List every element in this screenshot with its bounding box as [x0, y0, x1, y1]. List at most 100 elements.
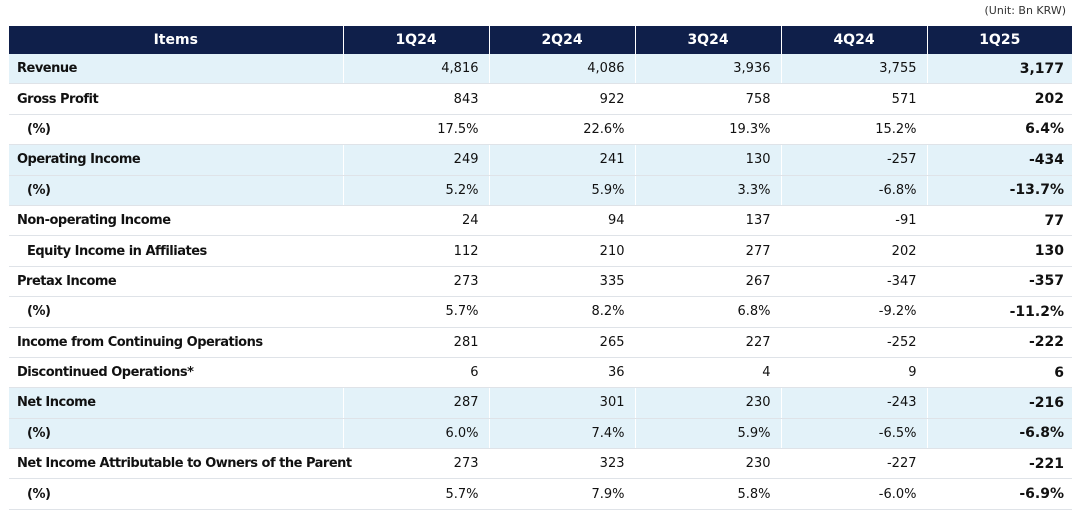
cell-4q24: -6.5% [780, 418, 927, 450]
income-statement-table: Items 1Q24 2Q24 3Q24 4Q24 1Q25 Revenue 4,… [9, 26, 1072, 510]
cell-4q24: -91 [780, 205, 927, 237]
cell-2q24: 7.9% [488, 478, 635, 510]
cell-4q24: -257 [780, 144, 927, 176]
cell-2q24: 8.2% [488, 296, 635, 328]
cell-4q24: 9 [780, 357, 927, 389]
header-3q24: 3Q24 [634, 26, 781, 54]
table-row: Net Income 287 301 230 -243 -216 [9, 387, 1072, 419]
row-label: Revenue [9, 54, 343, 85]
cell-3q24: 5.8% [634, 478, 781, 510]
cell-1q24: 6 [342, 357, 489, 389]
cell-1q25: -216 [926, 387, 1072, 419]
cell-1q25: 6 [926, 357, 1072, 389]
row-label: Non-operating Income [9, 205, 343, 237]
table-row: (%) 5.7% 7.9% 5.8% -6.0% -6.9% [9, 478, 1072, 510]
cell-4q24: 15.2% [780, 114, 927, 146]
cell-2q24: 241 [488, 144, 635, 176]
row-label: Equity Income in Affiliates [9, 235, 343, 267]
row-label: (%) [9, 114, 343, 146]
cell-4q24: -6.0% [780, 478, 927, 510]
row-label: (%) [9, 478, 343, 510]
cell-1q24: 4,816 [342, 54, 489, 85]
table-row: Equity Income in Affiliates 112 210 277 202 1… [9, 235, 1072, 267]
cell-3q24: 5.9% [634, 418, 781, 450]
cell-2q24: 210 [488, 235, 635, 267]
cell-2q24: 323 [488, 448, 635, 480]
table-row: Income from Continuing Operations 281 265 2… [9, 327, 1072, 358]
cell-1q24: 281 [342, 327, 489, 358]
cell-1q25: -357 [926, 266, 1072, 298]
cell-3q24: 3.3% [634, 175, 781, 206]
cell-1q25: -434 [926, 144, 1072, 176]
table-row: Non-operating Income 24 94 137 -91 77 [9, 205, 1072, 237]
header-1q25: 1Q25 [926, 26, 1072, 54]
cell-2q24: 265 [488, 327, 635, 358]
table-row: (%) 17.5% 22.6% 19.3% 15.2% 6.4% [9, 114, 1072, 146]
header-1q24: 1Q24 [342, 26, 489, 54]
row-label: Net Income Attributable to Owners of the… [9, 448, 352, 480]
cell-1q24: 17.5% [342, 114, 489, 146]
cell-3q24: 267 [634, 266, 781, 298]
cell-2q24: 7.4% [488, 418, 635, 450]
cell-1q25: -11.2% [926, 296, 1072, 328]
cell-3q24: 277 [634, 235, 781, 267]
cell-1q24: 5.7% [342, 478, 489, 510]
header-2q24: 2Q24 [488, 26, 635, 54]
cell-4q24: 202 [780, 235, 927, 267]
cell-2q24: 94 [488, 205, 635, 237]
cell-3q24: 227 [634, 327, 781, 358]
cell-4q24: -243 [780, 387, 927, 419]
cell-1q24: 273 [342, 266, 489, 298]
cell-1q25: -6.9% [926, 478, 1072, 510]
cell-3q24: 230 [634, 448, 781, 480]
cell-1q25: 130 [926, 235, 1072, 267]
cell-2q24: 5.9% [488, 175, 635, 206]
cell-3q24: 6.8% [634, 296, 781, 328]
cell-2q24: 22.6% [488, 114, 635, 146]
row-label: (%) [9, 175, 343, 206]
cell-3q24: 4 [634, 357, 781, 389]
cell-1q25: 77 [926, 205, 1072, 237]
cell-4q24: -6.8% [780, 175, 927, 206]
cell-1q25: -222 [926, 327, 1072, 358]
table-row: (%) 6.0% 7.4% 5.9% -6.5% -6.8% [9, 418, 1072, 450]
row-label: (%) [9, 418, 343, 450]
cell-1q25: 3,177 [926, 54, 1072, 85]
table-row: Gross Profit 843 922 758 571 202 [9, 83, 1072, 115]
table-row: Pretax Income 273 335 267 -347 -357 [9, 266, 1072, 298]
cell-1q24: 273 [342, 448, 489, 480]
cell-3q24: 130 [634, 144, 781, 176]
cell-1q24: 24 [342, 205, 489, 237]
cell-1q25: 6.4% [926, 114, 1072, 146]
table-row: Net Income Attributable to Owners of the… [9, 448, 1072, 480]
row-label: Gross Profit [9, 83, 343, 115]
cell-1q25: -6.8% [926, 418, 1072, 450]
unit-note: (Unit: Bn KRW) [984, 4, 1066, 17]
cell-1q24: 112 [342, 235, 489, 267]
cell-1q24: 6.0% [342, 418, 489, 450]
cell-1q25: -13.7% [926, 175, 1072, 206]
cell-2q24: 36 [488, 357, 635, 389]
cell-1q24: 249 [342, 144, 489, 176]
table-row: Revenue 4,816 4,086 3,936 3,755 3,177 [9, 54, 1072, 85]
table-row: (%) 5.2% 5.9% 3.3% -6.8% -13.7% [9, 175, 1072, 206]
table-row: Operating Income 249 241 130 -257 -434 [9, 144, 1072, 176]
cell-2q24: 335 [488, 266, 635, 298]
cell-1q25: 202 [926, 83, 1072, 115]
cell-4q24: -252 [780, 327, 927, 358]
cell-2q24: 4,086 [488, 54, 635, 85]
cell-1q24: 843 [342, 83, 489, 115]
row-label: Operating Income [9, 144, 343, 176]
row-label: Discontinued Operations* [9, 357, 343, 389]
row-label: (%) [9, 296, 343, 328]
cell-1q24: 5.7% [342, 296, 489, 328]
header-items: Items [9, 26, 343, 54]
cell-2q24: 922 [488, 83, 635, 115]
cell-1q25: -221 [926, 448, 1072, 480]
cell-4q24: 571 [780, 83, 927, 115]
row-label: Income from Continuing Operations [9, 327, 343, 358]
table-row: (%) 5.7% 8.2% 6.8% -9.2% -11.2% [9, 296, 1072, 328]
cell-2q24: 301 [488, 387, 635, 419]
row-label: Net Income [9, 387, 343, 419]
cell-4q24: -347 [780, 266, 927, 298]
